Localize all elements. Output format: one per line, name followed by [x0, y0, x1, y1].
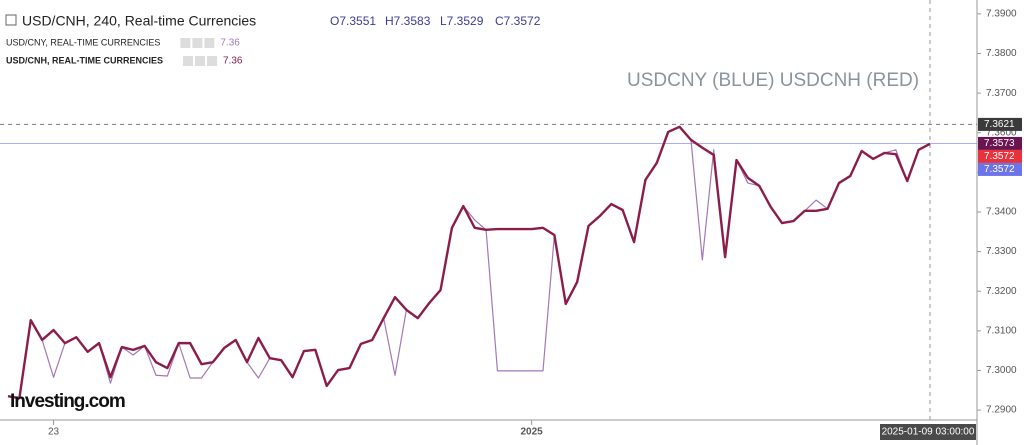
y-tick-label: 7.3000	[986, 365, 1017, 376]
legend-label: USD/CNY, REAL-TIME CURRENCIES	[6, 37, 160, 47]
y-tick-label: 7.3600	[986, 127, 1017, 138]
price-badge-label: 7.3621	[984, 119, 1015, 130]
y-tick-label: 7.3900	[986, 9, 1017, 20]
ohlc-value: L7.3529	[440, 14, 484, 28]
watermark: Investing.com	[10, 391, 125, 412]
y-tick-label: 7.3300	[986, 246, 1017, 257]
legend-value: 7.36	[223, 56, 243, 67]
date-badge-label: 2025-01-09 03:00:00	[882, 427, 975, 438]
price-badge	[978, 136, 1022, 150]
legend-label: USD/CNH, REAL-TIME CURRENCIES	[6, 55, 163, 65]
legend-icon[interactable]	[204, 38, 215, 48]
x-tick-label: 2025	[520, 427, 543, 438]
legend-value: 7.36	[220, 38, 240, 49]
y-tick-label: 7.3700	[986, 88, 1017, 99]
legend-icon[interactable]	[183, 56, 194, 66]
price-badge	[978, 149, 1022, 163]
ohlc-value: C7.3572	[495, 14, 541, 28]
y-tick-label: 7.3800	[986, 48, 1017, 59]
x-tick-label: 23	[48, 427, 60, 438]
y-tick-label: 7.3200	[986, 286, 1017, 297]
series-line	[7, 125, 931, 400]
annotation: USDCNY (BLUE) USDCNH (RED)	[627, 70, 919, 91]
y-tick-label: 7.3100	[986, 325, 1017, 336]
ohlc: O7.3551 H7.3583 L7.3529 C7.3572	[330, 14, 541, 28]
legend-icon[interactable]	[192, 38, 203, 48]
price-badge-label: 7.3572	[984, 164, 1015, 175]
legend-icon[interactable]	[207, 56, 218, 66]
date-badge	[880, 424, 976, 440]
y-tick-label: 7.3400	[986, 207, 1017, 218]
legend-icon[interactable]	[195, 56, 206, 66]
price-badge	[978, 117, 1022, 131]
price-badge	[978, 162, 1022, 176]
ohlc-value: H7.3583	[385, 14, 431, 28]
legend-icon[interactable]	[180, 38, 191, 48]
collapse-icon[interactable]	[5, 14, 17, 26]
chart-title: USD/CNH, 240, Real-time Currencies	[22, 13, 256, 29]
legend: USD/CNY, REAL-TIME CURRENCIES 7.36 USD/CNH…	[6, 37, 243, 66]
ohlc-value: O7.3551	[330, 14, 376, 28]
y-tick-label: 7.2900	[986, 405, 1017, 416]
price-badge-label: 7.3573	[984, 138, 1015, 149]
plot-area	[0, 0, 977, 420]
price-badge-label: 7.3572	[984, 151, 1015, 162]
